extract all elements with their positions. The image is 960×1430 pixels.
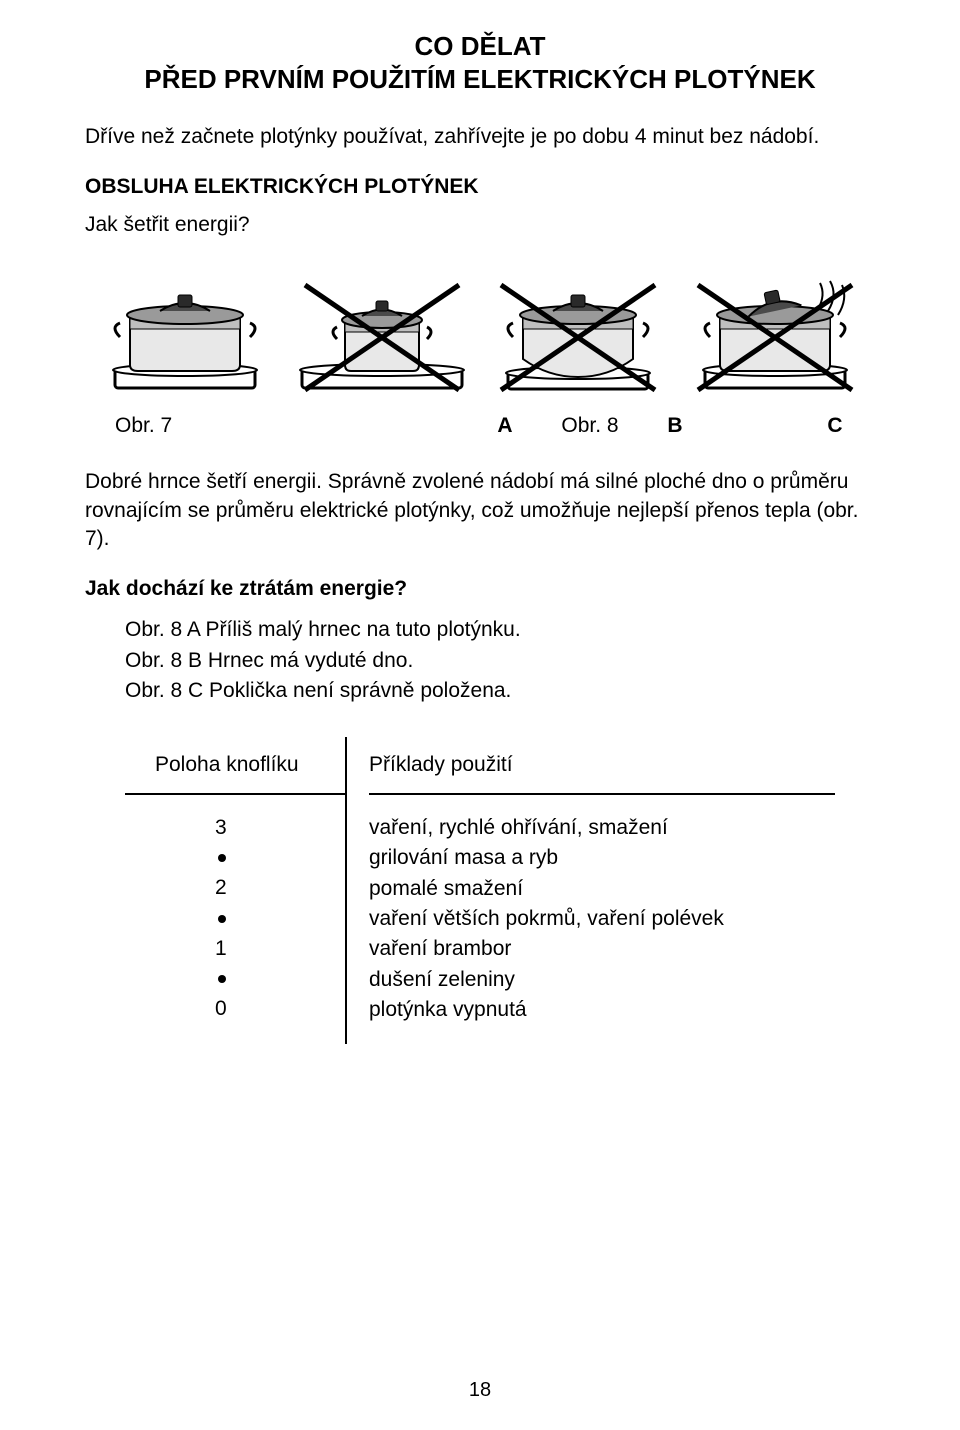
pot-correct: [95, 265, 275, 400]
usage-table: Poloha knoflíku 3 2 1 0 Příklady použití…: [125, 737, 835, 1044]
knob-value: 3: [215, 813, 345, 843]
pot-convex-bottom-icon: [493, 265, 663, 395]
pot-too-small: [292, 265, 472, 400]
th-knob: Poloha knoflíku: [125, 737, 345, 795]
column-knob: Poloha knoflíku 3 2 1 0: [125, 737, 347, 1044]
pot-correct-icon: [100, 265, 270, 395]
example-row: plotýnka vypnutá: [369, 995, 835, 1025]
knob-values: 3 2 1 0: [125, 795, 345, 1043]
example-row: grilování masa a ryb: [369, 843, 835, 873]
page-title: CO DĚLAT PŘED PRVNÍM POUŽITÍM ELEKTRICKÝ…: [85, 30, 875, 95]
section-operation: OBSLUHA ELEKTRICKÝCH PLOTÝNEK: [85, 175, 875, 199]
label-B: B: [645, 414, 705, 438]
pot-lid-askew: [685, 265, 865, 400]
label-A: A: [475, 414, 535, 438]
example-row: dušení zeleniny: [369, 965, 835, 995]
pot-too-small-icon: [297, 265, 467, 395]
example-row: vaření větších pokrmů, vaření polévek: [369, 904, 835, 934]
knob-value: 2: [215, 873, 345, 903]
label-obr8: Obr. 8: [535, 414, 645, 438]
loss-list: Obr. 8 A Příliš malý hrnec na tuto plotý…: [125, 615, 875, 706]
example-row: vaření brambor: [369, 934, 835, 964]
column-examples: Příklady použití vaření, rychlé ohřívání…: [347, 737, 835, 1044]
title-line-1: CO DĚLAT: [85, 30, 875, 63]
knob-value: 0: [215, 994, 345, 1024]
title-line-2: PŘED PRVNÍM POUŽITÍM ELEKTRICKÝCH PLOTÝN…: [85, 63, 875, 96]
knob-dot: [215, 964, 345, 994]
label-obr7: Obr. 7: [95, 414, 225, 438]
good-pots-text: Dobré hrnce šetří energii. Správně zvole…: [85, 468, 875, 553]
example-row: vaření, rychlé ohřívání, smažení: [369, 813, 835, 843]
label-C: C: [805, 414, 865, 438]
page: CO DĚLAT PŘED PRVNÍM POUŽITÍM ELEKTRICKÝ…: [0, 0, 960, 1430]
page-number: 18: [0, 1379, 960, 1402]
loss-item-C: Obr. 8 C Poklička není správně položena.: [125, 676, 875, 706]
pot-convex-bottom: [488, 265, 668, 400]
knob-value: 1: [215, 934, 345, 964]
knob-dot: [215, 904, 345, 934]
loss-item-B: Obr. 8 B Hrnec má vyduté dno.: [125, 646, 875, 676]
pot-illustrations-row: [95, 265, 865, 400]
loss-item-A: Obr. 8 A Příliš malý hrnec na tuto plotý…: [125, 615, 875, 645]
pot-lid-askew-icon: [690, 265, 860, 395]
th-examples: Příklady použití: [369, 737, 835, 795]
section-save-energy: Jak šetřit energii?: [85, 213, 875, 237]
knob-dot: [215, 843, 345, 873]
example-values: vaření, rychlé ohřívání, smažení grilová…: [369, 795, 835, 1044]
example-row: pomalé smažení: [369, 874, 835, 904]
figure-labels-row: Obr. 7 A Obr. 8 B C: [95, 414, 865, 438]
section-energy-loss: Jak dochází ke ztrátám energie?: [85, 577, 875, 601]
intro-text: Dříve než začnete plotýnky používat, zah…: [85, 123, 875, 151]
